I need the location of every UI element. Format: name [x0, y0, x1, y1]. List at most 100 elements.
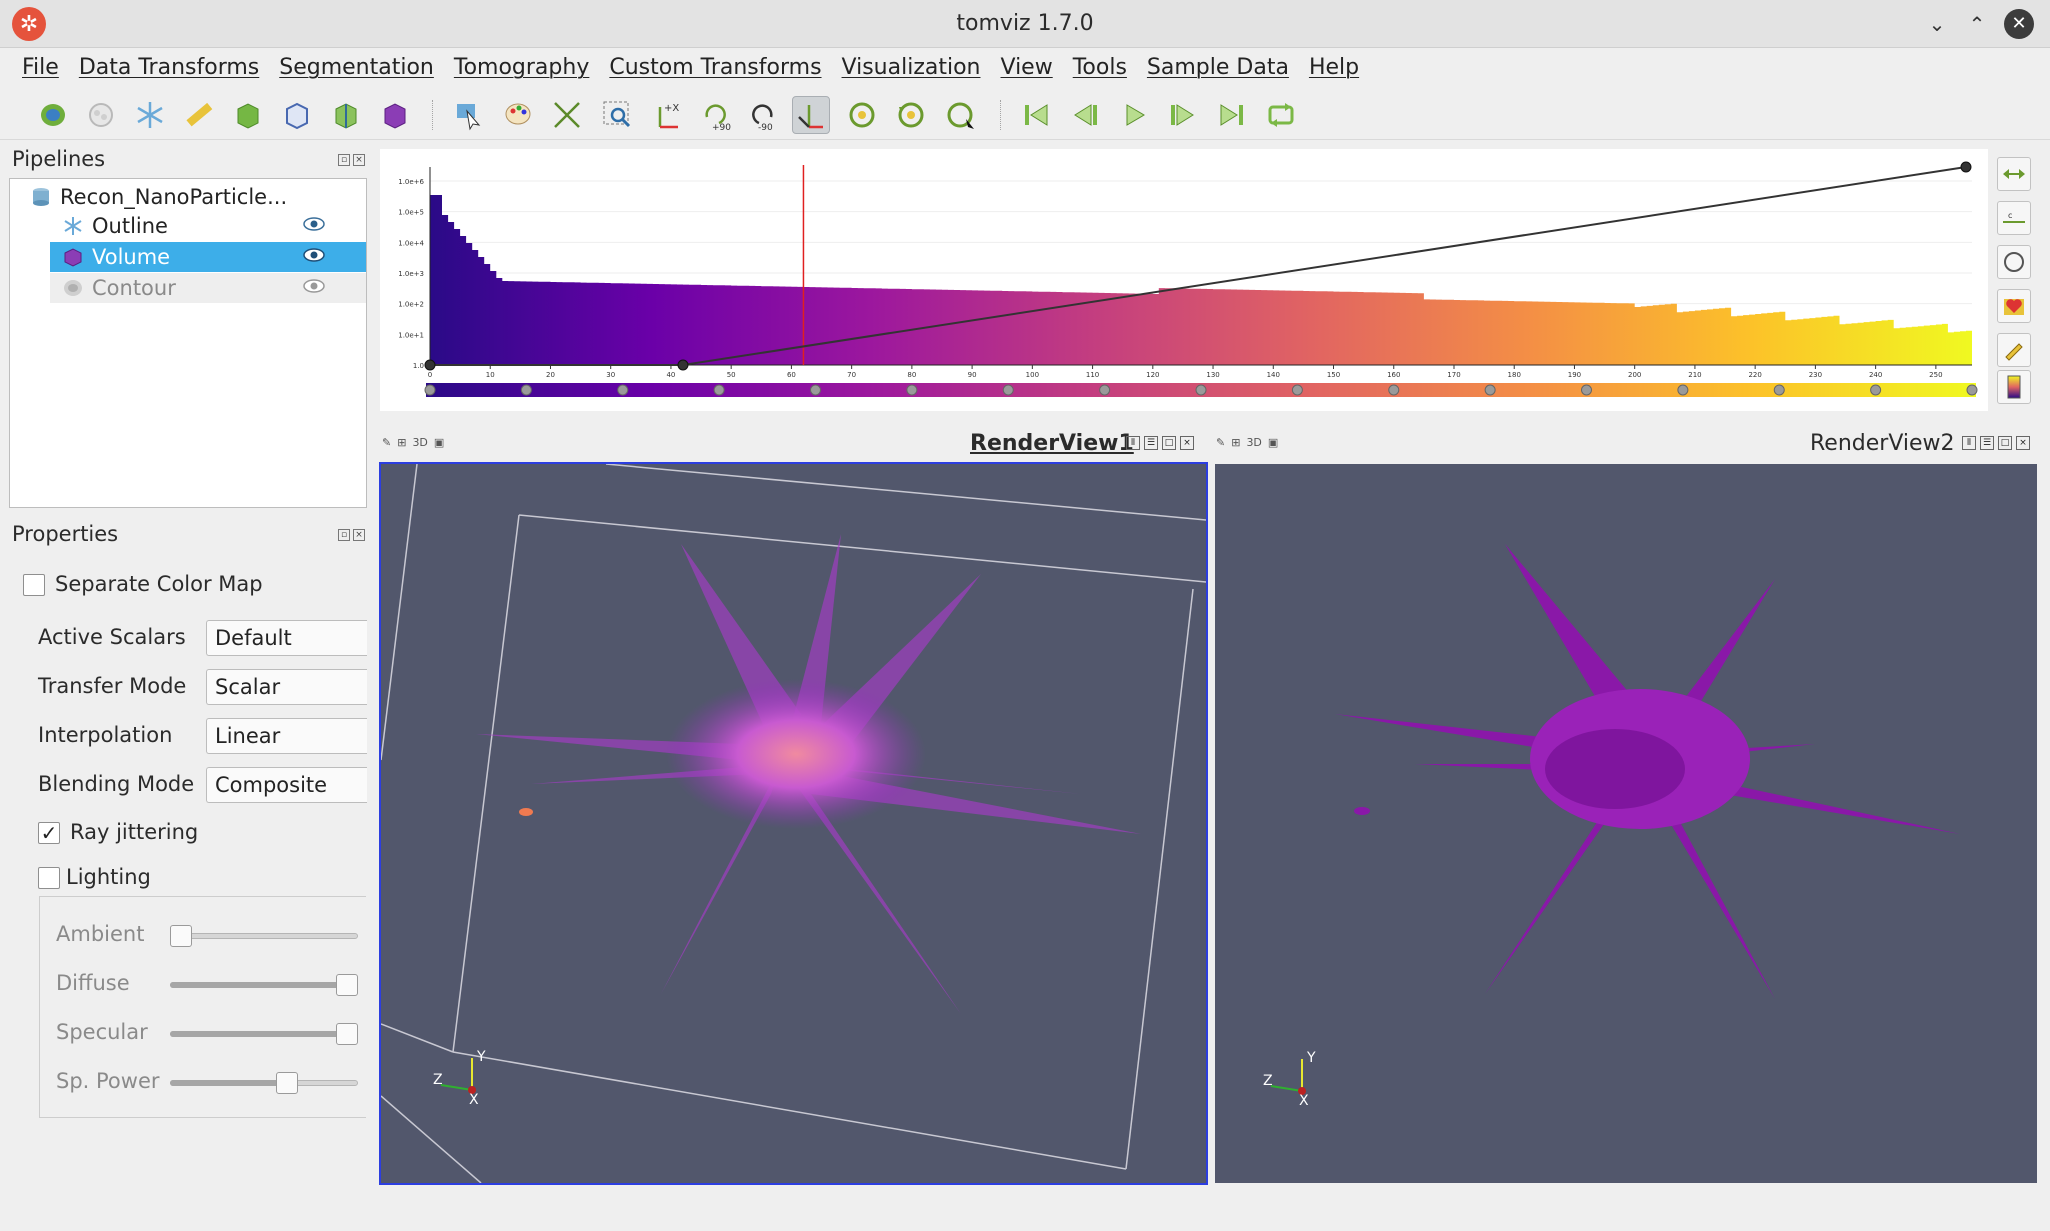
color-control-point[interactable]: [906, 384, 918, 396]
opacity-control-point[interactable]: [677, 359, 689, 371]
close-icon[interactable]: ✕: [2004, 9, 2034, 39]
interpolation-select[interactable]: Linear: [206, 718, 367, 754]
color-control-point[interactable]: [810, 384, 821, 396]
color-control-point[interactable]: [424, 384, 436, 396]
orthogonal-slice-icon[interactable]: [278, 96, 316, 134]
color-control-point[interactable]: [1388, 384, 1400, 396]
close-icon[interactable]: ×: [353, 154, 365, 166]
ruler-icon[interactable]: [180, 96, 218, 134]
maximize-icon[interactable]: □: [1998, 436, 2012, 450]
rotate-icon[interactable]: [843, 96, 881, 134]
volume-rendering[interactable]: Y Z X: [381, 464, 1206, 1183]
menu-visualization[interactable]: Visualization: [841, 55, 981, 80]
blending-mode-select[interactable]: Composite: [206, 767, 367, 803]
pipeline-root[interactable]: Recon_NanoParticle...: [30, 179, 366, 215]
opacity-control-point[interactable]: [424, 359, 436, 371]
close-icon[interactable]: ×: [1180, 436, 1194, 450]
visibility-eye-icon[interactable]: [302, 277, 326, 295]
color-control-point[interactable]: [520, 384, 532, 396]
color-control-point[interactable]: [713, 384, 725, 396]
outline-icon[interactable]: [131, 96, 169, 134]
visibility-eye-icon[interactable]: [302, 246, 326, 264]
color-control-point[interactable]: [1195, 384, 1207, 396]
menu-help[interactable]: Help: [1308, 55, 1360, 80]
rotate-cw-icon[interactable]: [941, 96, 979, 134]
pipeline-tree[interactable]: Recon_NanoParticle... Outline Volume Con…: [9, 178, 367, 508]
menu-view[interactable]: View: [1000, 55, 1053, 80]
rotate-minus-90-icon[interactable]: -90: [744, 96, 782, 134]
color-legend-icon[interactable]: [1997, 370, 2031, 404]
render-view-1-mode[interactable]: 3D: [412, 436, 428, 449]
histogram-chart[interactable]: 1.0e+6 1.0e+5 1.0e+4 1.0e+3 1.0e+2 1.0e+1 1.0 0…: [380, 149, 1988, 411]
split-horizontal-icon[interactable]: ⫴: [1126, 436, 1140, 450]
center-of-rotation-icon[interactable]: [792, 96, 830, 134]
axis-icon[interactable]: +X: [647, 96, 685, 134]
threshold-icon[interactable]: [327, 96, 365, 134]
reset-camera-icon[interactable]: [548, 96, 586, 134]
reset-range-icon[interactable]: [1997, 157, 2031, 191]
split-vertical-icon[interactable]: ☰: [1980, 436, 1994, 450]
color-control-point[interactable]: [1773, 384, 1785, 396]
pipeline-item-contour[interactable]: Contour: [50, 273, 366, 303]
split-tool-icon[interactable]: ⊞: [1231, 436, 1241, 449]
capture-icon[interactable]: ▣: [433, 436, 445, 449]
split-horizontal-icon[interactable]: ⫴: [1962, 436, 1976, 450]
close-icon[interactable]: ×: [353, 529, 365, 541]
rotate-plus-90-icon[interactable]: +90: [696, 96, 734, 134]
color-map-icon[interactable]: [500, 96, 538, 134]
menu-tomography[interactable]: Tomography: [453, 55, 590, 80]
first-frame-icon[interactable]: [1017, 96, 1055, 134]
color-control-point[interactable]: [1677, 384, 1689, 396]
render-view-2-mode[interactable]: 3D: [1246, 436, 1262, 449]
color-control-point[interactable]: [1966, 384, 1978, 396]
save-preset-icon[interactable]: [1997, 289, 2031, 323]
contour-rendering[interactable]: Y Z X: [1215, 464, 2037, 1183]
pipeline-item-volume[interactable]: Volume: [50, 242, 366, 272]
menu-data-transforms[interactable]: Data Transforms: [78, 55, 260, 80]
maximize-icon[interactable]: ⌃: [1968, 12, 1986, 36]
color-control-point[interactable]: [617, 384, 629, 396]
slider-handle[interactable]: [170, 925, 192, 947]
slider-handle[interactable]: [336, 974, 358, 996]
loop-icon[interactable]: [1262, 96, 1300, 134]
zoom-box-icon[interactable]: [598, 96, 636, 134]
color-control-point[interactable]: [1002, 384, 1014, 396]
menu-segmentation[interactable]: Segmentation: [279, 55, 434, 80]
color-control-point[interactable]: [1484, 384, 1496, 396]
separate-color-map-checkbox[interactable]: [23, 574, 45, 596]
custom-range-icon[interactable]: c: [1997, 201, 2031, 235]
camera-icon[interactable]: ✎: [382, 436, 392, 449]
color-control-point[interactable]: [1291, 384, 1303, 396]
slider-handle[interactable]: [276, 1072, 299, 1094]
rotate-ccw-icon[interactable]: [892, 96, 930, 134]
ray-jittering-checkbox[interactable]: ✓: [38, 822, 60, 844]
minimize-icon[interactable]: ⌄: [1928, 12, 1946, 36]
close-icon[interactable]: ×: [2016, 436, 2030, 450]
active-scalars-select[interactable]: Default: [206, 620, 367, 656]
color-control-point[interactable]: [1099, 384, 1111, 396]
split-vertical-icon[interactable]: ☰: [1144, 436, 1158, 450]
next-frame-icon[interactable]: [1164, 96, 1202, 134]
float-icon[interactable]: ▫: [338, 529, 350, 541]
maximize-icon[interactable]: □: [1162, 436, 1176, 450]
previous-frame-icon[interactable]: [1066, 96, 1104, 134]
opacity-curve-icon[interactable]: [1997, 245, 2031, 279]
capture-icon[interactable]: ▣: [1267, 436, 1279, 449]
segment-icon[interactable]: [82, 96, 120, 134]
interact-icon[interactable]: [450, 96, 488, 134]
transfer-mode-select[interactable]: Scalar: [206, 669, 367, 705]
opacity-control-point[interactable]: [1960, 161, 1972, 173]
float-icon[interactable]: ▫: [338, 154, 350, 166]
menu-custom-transforms[interactable]: Custom Transforms: [609, 55, 822, 80]
color-control-point[interactable]: [1870, 384, 1882, 396]
pipeline-item-outline[interactable]: Outline: [50, 211, 366, 241]
menu-tools[interactable]: Tools: [1072, 55, 1127, 80]
histogram-editor[interactable]: 1.0e+6 1.0e+5 1.0e+4 1.0e+3 1.0e+2 1.0e+1 1.0 0…: [380, 149, 1988, 411]
render-view-2[interactable]: Y Z X: [1215, 464, 2037, 1183]
camera-icon[interactable]: ✎: [1216, 436, 1226, 449]
edit-icon[interactable]: [1997, 333, 2031, 367]
render-view-1[interactable]: Y Z X: [379, 462, 1208, 1185]
play-icon[interactable]: [1115, 96, 1153, 134]
color-control-point[interactable]: [1581, 384, 1592, 396]
open-data-icon[interactable]: [34, 96, 72, 134]
